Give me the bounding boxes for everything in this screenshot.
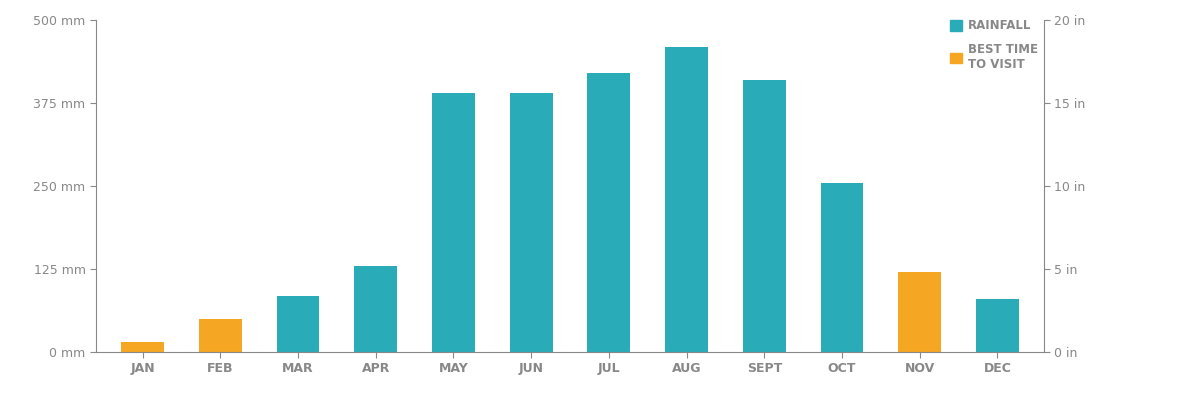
Bar [199, 319, 241, 352]
Bar [588, 73, 630, 352]
Bar [665, 46, 708, 352]
Bar [432, 93, 475, 352]
Bar [743, 80, 786, 352]
Bar [277, 296, 319, 352]
Legend: RAINFALL, BEST TIME
TO VISIT: RAINFALL, BEST TIME TO VISIT [950, 19, 1038, 71]
Bar [976, 299, 1019, 352]
Bar [510, 93, 552, 352]
Bar [899, 272, 941, 352]
Bar [821, 183, 863, 352]
Bar [354, 266, 397, 352]
Bar [121, 342, 164, 352]
